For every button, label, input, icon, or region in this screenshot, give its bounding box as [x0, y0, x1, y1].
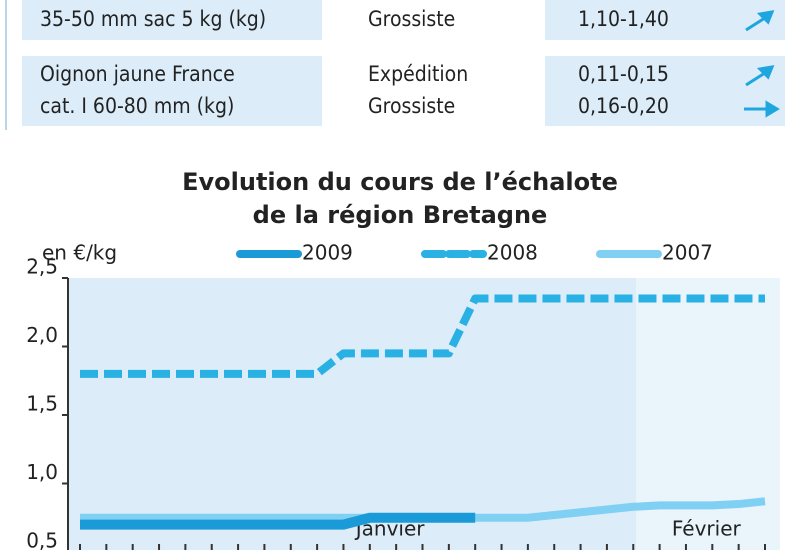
product: cat. I 60-80 mm (kg): [40, 94, 235, 118]
y-tick-label: 1,0: [26, 460, 58, 484]
legend-label: 2008: [487, 241, 538, 265]
stage: Grossiste: [368, 7, 456, 31]
legend-label: 2007: [662, 241, 713, 265]
x-tick-label: Février: [672, 517, 742, 541]
y-tick-label: 2,5: [26, 255, 58, 279]
product: Oignon jaune France: [40, 62, 235, 86]
trend-icons: [744, 10, 780, 118]
legend-label: 2009: [302, 241, 353, 265]
y-axis-label: en €/kg: [42, 241, 117, 265]
stage: Expédition: [368, 62, 469, 86]
series-line: [80, 512, 476, 530]
y-tick-label: 0,5: [26, 529, 58, 550]
y-tick-label: 2,0: [26, 323, 58, 347]
stage: Grossiste: [368, 94, 456, 118]
price: 0,11-0,15: [578, 62, 669, 86]
y-tick-label: 1,5: [26, 392, 58, 416]
border: [5, 0, 7, 130]
row-bg: [545, 0, 785, 40]
price: 0,16-0,20: [578, 94, 669, 118]
series-line: [80, 294, 765, 378]
price: 1,10-1,40: [578, 7, 669, 31]
chart-title: Evolution du cours de l’échalote: [182, 168, 618, 196]
row-bg: [22, 0, 322, 40]
row-bg: [22, 56, 322, 126]
row-bg: [545, 56, 785, 126]
chart-title: de la région Bretagne: [253, 201, 548, 229]
product: 35-50 mm sac 5 kg (kg): [40, 7, 267, 31]
